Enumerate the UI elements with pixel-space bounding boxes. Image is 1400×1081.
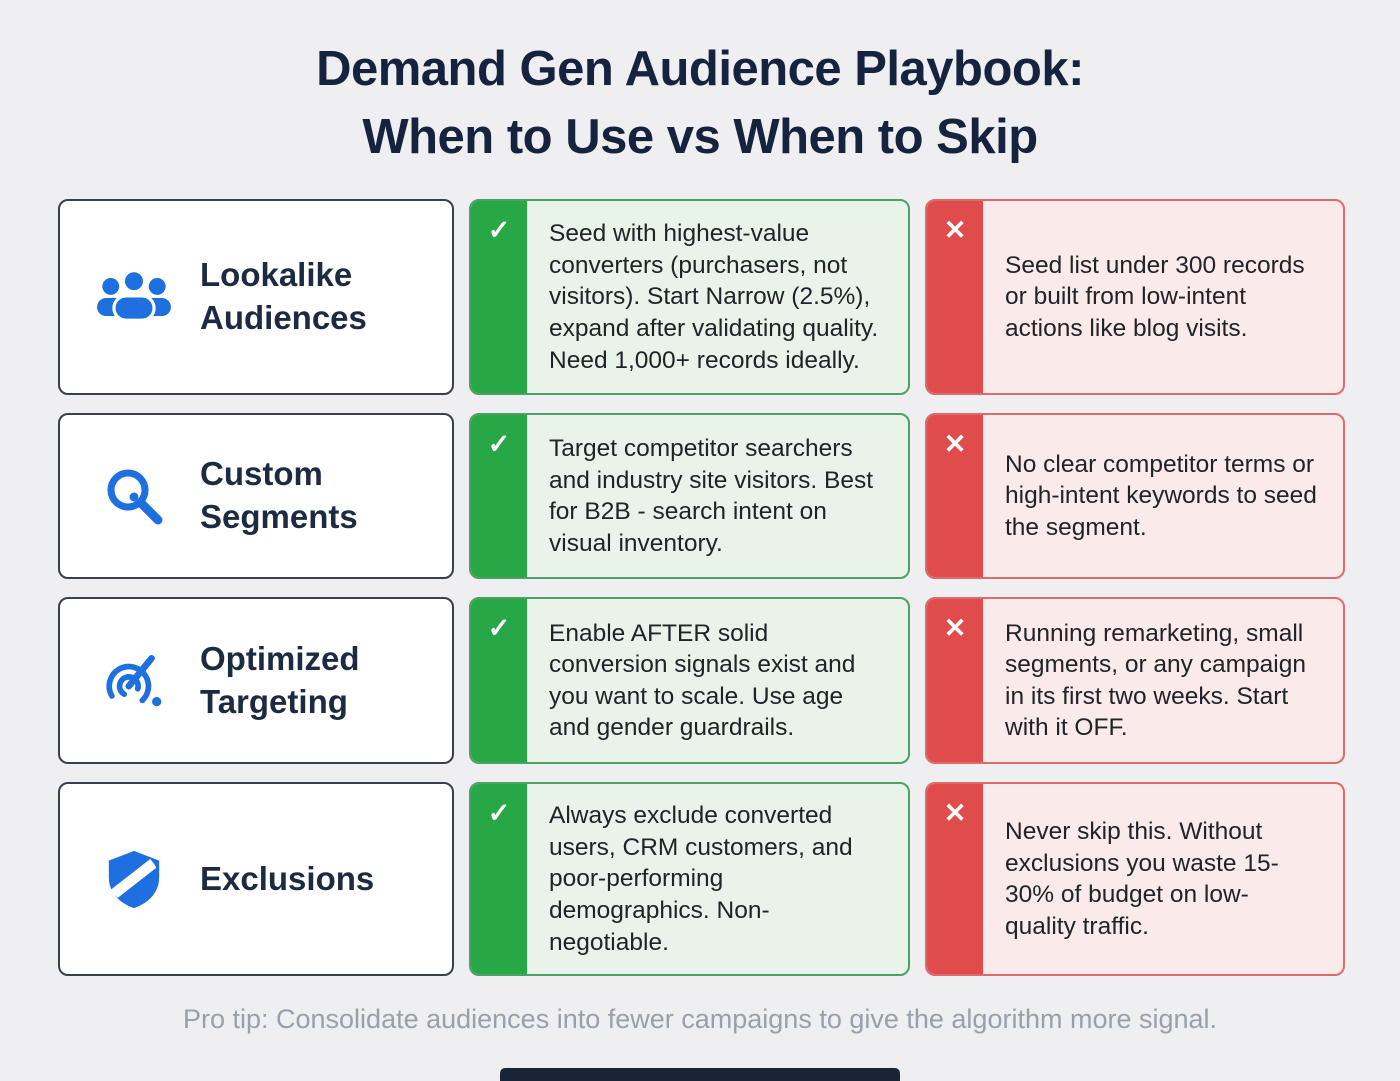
magnifier-icon [96, 464, 172, 528]
title-line-2: When to Use vs When to Skip [362, 109, 1038, 164]
skip-text: Seed list under 300 records or built fro… [1005, 251, 1305, 343]
row-optimized-targeting: Optimized Targeting ✓ Enable AFTER solid… [58, 597, 1345, 765]
cross-icon: ✕ [943, 215, 967, 246]
check-stripe: ✓ [471, 415, 527, 578]
category-label: Custom Segments [200, 455, 358, 536]
bottom-bar [500, 1068, 900, 1081]
check-icon: ✓ [487, 429, 511, 460]
use-text: Target competitor searchers and industry… [549, 435, 874, 557]
category-card-exclusions: Exclusions [58, 782, 454, 977]
row-lookalike-audiences: Lookalike Audiences ✓ Seed with highest-… [58, 199, 1345, 396]
use-card-lookalike-audiences: ✓ Seed with highest-value converters (pu… [469, 199, 910, 396]
category-card-optimized-targeting: Optimized Targeting [58, 597, 454, 765]
page-title: Demand Gen Audience Playbook: When to Use… [0, 36, 1400, 171]
skip-card-exclusions: ✕ Never skip this. Without exclusions yo… [925, 782, 1345, 977]
category-label: Exclusions [200, 859, 375, 897]
target-radar-icon [96, 648, 172, 714]
use-card-exclusions: ✓ Always exclude converted users, CRM cu… [469, 782, 910, 977]
check-stripe: ✓ [471, 201, 527, 394]
cross-stripe: ✕ [927, 784, 983, 975]
check-icon: ✓ [487, 215, 511, 246]
use-text: Seed with highest-value converters (purc… [549, 220, 879, 374]
check-stripe: ✓ [471, 784, 527, 975]
shield-icon [96, 847, 172, 911]
cross-stripe: ✕ [927, 599, 983, 763]
pro-tip: Pro tip: Consolidate audiences into fewe… [182, 1004, 1218, 1035]
skip-text: No clear competitor terms or high-intent… [1005, 450, 1317, 542]
cross-icon: ✕ [943, 798, 967, 829]
cross-stripe: ✕ [927, 415, 983, 578]
use-text: Enable AFTER solid conversion signals ex… [549, 619, 856, 742]
row-custom-segments: Custom Segments ✓ Target competitor sear… [58, 413, 1345, 580]
skip-text: Running remarketing, small segments, or … [1005, 619, 1306, 742]
category-card-custom-segments: Custom Segments [58, 413, 454, 580]
use-text: Always exclude converted users, CRM cust… [549, 802, 853, 956]
check-stripe: ✓ [471, 599, 527, 763]
category-label: Optimized Targeting [200, 639, 360, 720]
skip-card-custom-segments: ✕ No clear competitor terms or high-inte… [925, 413, 1345, 580]
people-group-icon [96, 267, 172, 327]
cross-icon: ✕ [943, 613, 967, 644]
use-card-custom-segments: ✓ Target competitor searchers and indust… [469, 413, 910, 580]
check-icon: ✓ [487, 613, 511, 644]
skip-card-lookalike-audiences: ✕ Seed list under 300 records or built f… [925, 199, 1345, 396]
infographic-page: Demand Gen Audience Playbook: When to Use… [0, 36, 1400, 1081]
skip-text: Never skip this. Without exclusions you … [1005, 818, 1279, 940]
rows-container: Lookalike Audiences ✓ Seed with highest-… [58, 199, 1345, 977]
cross-icon: ✕ [943, 429, 967, 460]
cross-stripe: ✕ [927, 201, 983, 394]
category-card-lookalike-audiences: Lookalike Audiences [58, 199, 454, 396]
use-card-optimized-targeting: ✓ Enable AFTER solid conversion signals … [469, 597, 910, 765]
row-exclusions: Exclusions ✓ Always exclude converted us… [58, 782, 1345, 977]
check-icon: ✓ [487, 798, 511, 829]
skip-card-optimized-targeting: ✕ Running remarketing, small segments, o… [925, 597, 1345, 765]
category-label: Lookalike Audiences [200, 256, 367, 337]
title-line-1: Demand Gen Audience Playbook: [316, 42, 1084, 96]
